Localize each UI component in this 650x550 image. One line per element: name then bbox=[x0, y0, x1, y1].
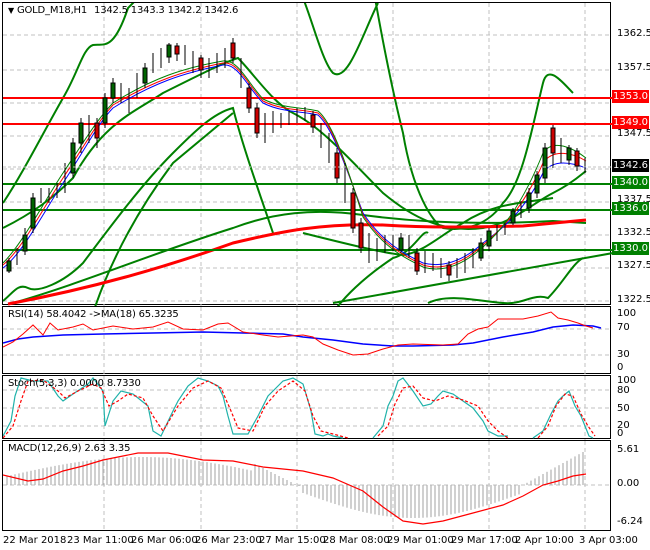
stoch-d-line bbox=[3, 379, 596, 439]
rsi-tick: 0 bbox=[617, 362, 624, 373]
macd-tick: 0.00 bbox=[617, 478, 640, 489]
time-label: 27 Mar 15:00 bbox=[259, 535, 326, 546]
bollinger-bands bbox=[3, 3, 587, 306]
trendline bbox=[332, 252, 612, 304]
stoch-k-line bbox=[3, 377, 594, 439]
price-chart-svg bbox=[3, 3, 612, 306]
level-tag-1353: 1353.0 bbox=[612, 90, 649, 103]
chart-title: ▼ GOLD_M18,H1 1342.5 1343.3 1342.2 1342.… bbox=[8, 5, 238, 16]
level-tag-1330: 1330.0 bbox=[612, 242, 649, 255]
candle-bodies bbox=[6, 42, 580, 276]
rsi-tick: 70 bbox=[617, 322, 630, 333]
time-label: 23 Mar 11:00 bbox=[67, 535, 134, 546]
dropdown-arrow-icon[interactable]: ▼ bbox=[8, 6, 14, 15]
macd-title: MACD(12,26,9) 2.63 3.35 bbox=[8, 443, 131, 454]
rsi-title: RSI(14) 58.4042 ->MA(18) 65.3235 bbox=[8, 309, 179, 320]
rsi-tick: 30 bbox=[617, 349, 630, 360]
price-tick: 1337.5 bbox=[617, 194, 650, 205]
stoch-chart-svg bbox=[3, 376, 612, 440]
macd-histogram bbox=[6, 452, 584, 518]
ma-green-thick bbox=[12, 210, 587, 304]
stoch-tick: 20 bbox=[617, 420, 630, 431]
price-tick: 1327.5 bbox=[617, 260, 650, 271]
stochastic-panel[interactable]: Stoch(5,3,3) 0.0000 8.7330 bbox=[2, 375, 612, 440]
stoch-tick: 100 bbox=[617, 375, 637, 386]
level-tag-1349: 1349.0 bbox=[612, 116, 649, 129]
ma-red-thick bbox=[7, 218, 587, 306]
ohlc-values: 1342.5 1343.3 1342.2 1342.6 bbox=[94, 5, 239, 16]
rsi-chart-svg bbox=[3, 307, 612, 375]
time-label: 26 Mar 23:00 bbox=[195, 535, 262, 546]
price-tick: 1357.5 bbox=[617, 62, 650, 73]
stoch-tick: 0 bbox=[617, 428, 624, 439]
ma-red-fast bbox=[3, 62, 587, 268]
time-label: 28 Mar 08:00 bbox=[323, 535, 390, 546]
macd-tick: -6.24 bbox=[617, 516, 643, 527]
time-label: 29 Mar 01:00 bbox=[387, 535, 454, 546]
level-tag-1340: 1340.0 bbox=[612, 176, 649, 189]
macd-tick: 5.61 bbox=[617, 444, 640, 455]
ma-green-fast bbox=[3, 60, 587, 270]
price-tick: 1332.5 bbox=[617, 227, 650, 238]
macd-chart-svg bbox=[3, 441, 612, 532]
stoch-title: Stoch(5,3,3) 0.0000 8.7330 bbox=[8, 378, 141, 389]
time-label: 22 Mar 2018 bbox=[3, 535, 67, 546]
price-grid bbox=[3, 3, 612, 306]
time-label: 3 Apr 03:00 bbox=[579, 535, 638, 546]
rsi-tick: 100 bbox=[617, 308, 637, 319]
symbol-label: GOLD_M18,H1 bbox=[16, 5, 88, 16]
current-price-tag: 1342.6 bbox=[612, 159, 649, 172]
macd-panel[interactable]: MACD(12,26,9) 2.63 3.35 bbox=[2, 440, 612, 532]
price-tick: 1362.5 bbox=[617, 28, 650, 39]
time-label: 2 Apr 10:00 bbox=[515, 535, 574, 546]
price-tick: 1322.5 bbox=[617, 294, 650, 305]
rsi-panel[interactable]: RSI(14) 58.4042 ->MA(18) 65.3235 bbox=[2, 306, 612, 375]
ma-blue-fast bbox=[3, 64, 587, 269]
rsi-line bbox=[3, 311, 594, 356]
level-tag-1336: 1336.0 bbox=[612, 202, 649, 215]
rsi-ma-line bbox=[3, 324, 602, 347]
time-label: 29 Mar 17:00 bbox=[451, 535, 518, 546]
time-label: 26 Mar 06:00 bbox=[131, 535, 198, 546]
rsi-grid bbox=[3, 307, 612, 375]
macd-signal-line bbox=[3, 452, 587, 525]
stoch-tick: 50 bbox=[617, 403, 630, 414]
stoch-tick: 80 bbox=[617, 385, 630, 396]
main-price-panel[interactable]: ▼ GOLD_M18,H1 1342.5 1343.3 1342.2 1342.… bbox=[2, 2, 612, 306]
price-tick: 1347.5 bbox=[617, 128, 650, 139]
